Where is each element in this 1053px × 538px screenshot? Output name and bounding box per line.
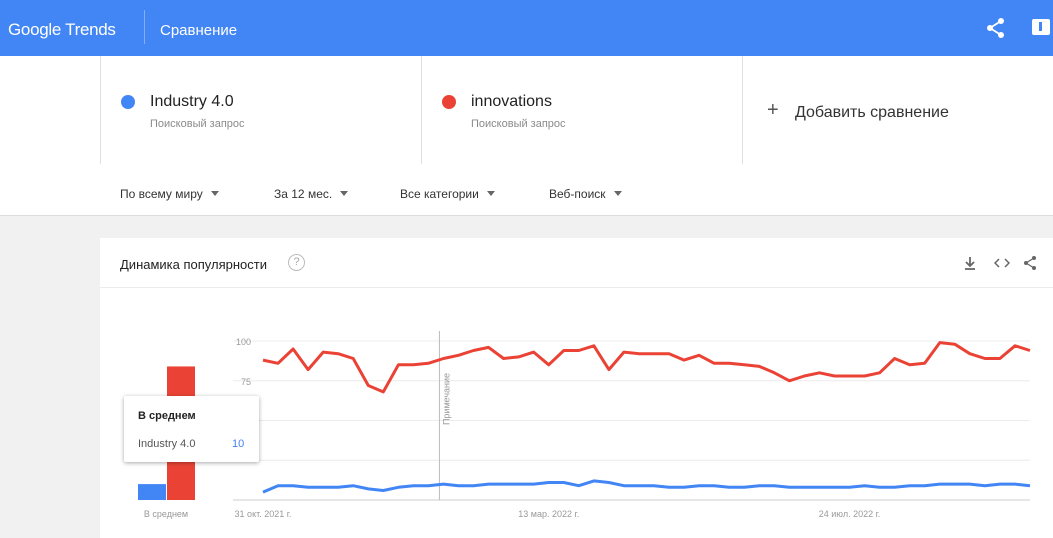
- share-icon[interactable]: [985, 17, 1007, 39]
- annotation-label: Примечание: [441, 373, 451, 425]
- x-tick-label: 31 окт. 2021 г.: [235, 509, 292, 519]
- search-type-filter[interactable]: Веб-поиск: [549, 187, 622, 201]
- y-tick-label: 100: [236, 337, 251, 347]
- term-color-dot: [121, 95, 135, 109]
- add-comparison-label: Добавить сравнение: [795, 104, 949, 121]
- caret-down-icon: [340, 191, 349, 196]
- series-line: [262, 479, 1031, 494]
- caret-down-icon: [210, 191, 219, 196]
- add-comparison-button[interactable]: + Добавить сравнение: [743, 56, 1053, 164]
- category-filter-label: Все категории: [400, 187, 479, 201]
- category-filter[interactable]: Все категории: [400, 187, 495, 201]
- average-tooltip: В среднем Industry 4.0 10: [124, 396, 259, 462]
- tooltip-value: 10: [232, 438, 245, 450]
- x-tick-label: 24 июл. 2022 г.: [819, 509, 881, 519]
- term-name: Industry 4.0: [150, 93, 234, 110]
- region-filter-label: По всему миру: [120, 187, 203, 201]
- period-filter-label: За 12 мес.: [274, 187, 333, 201]
- y-tick-label: 75: [241, 377, 251, 387]
- caret-down-icon: [486, 191, 495, 196]
- share-icon[interactable]: [1022, 255, 1038, 271]
- x-tick-label: 13 мар. 2022 г.: [518, 509, 579, 519]
- term-type: Поисковый запрос: [150, 118, 245, 130]
- logo-divider: [144, 10, 145, 44]
- tooltip-term: Industry 4.0: [138, 438, 196, 450]
- google-trends-logo[interactable]: Google Trends: [8, 20, 116, 39]
- plus-icon: +: [767, 99, 779, 121]
- top-app-bar: Google Trends Сравнение: [0, 0, 1053, 56]
- tooltip-title: В среднем: [138, 410, 196, 422]
- term-name: innovations: [471, 93, 552, 110]
- card-title: Динамика популярности: [120, 257, 267, 272]
- region-filter[interactable]: По всему миру: [120, 187, 219, 201]
- embed-code-icon[interactable]: [994, 255, 1010, 271]
- period-filter[interactable]: За 12 мес.: [274, 187, 349, 201]
- interest-chart: 100 75 31 окт. 2021 г. 13 мар. 2022 г. 24 ию…: [138, 331, 1031, 519]
- average-bar: [138, 484, 166, 500]
- term-color-dot: [442, 95, 456, 109]
- term-card-innovations[interactable]: innovations Поисковый запрос: [422, 56, 743, 164]
- interest-over-time-card: Динамика популярности ? 100 75 31 окт. 202…: [100, 238, 1053, 538]
- search-type-filter-label: Веб-поиск: [549, 187, 606, 201]
- term-type: Поисковый запрос: [471, 118, 566, 130]
- comparison-terms-bar: Industry 4.0 Поисковый запрос innovation…: [0, 56, 1053, 164]
- feedback-icon[interactable]: [1032, 19, 1050, 35]
- series-line: [262, 341, 1031, 394]
- caret-down-icon: [613, 191, 622, 196]
- term-card-industry[interactable]: Industry 4.0 Поисковый запрос: [100, 56, 422, 164]
- average-label: В среднем: [144, 509, 188, 519]
- card-header: Динамика популярности ?: [100, 238, 1053, 288]
- help-icon[interactable]: ?: [288, 254, 305, 271]
- filter-bar: По всему миру За 12 мес. Все категории В…: [0, 164, 1053, 216]
- download-icon[interactable]: [962, 255, 978, 271]
- page-title: Сравнение: [160, 22, 238, 39]
